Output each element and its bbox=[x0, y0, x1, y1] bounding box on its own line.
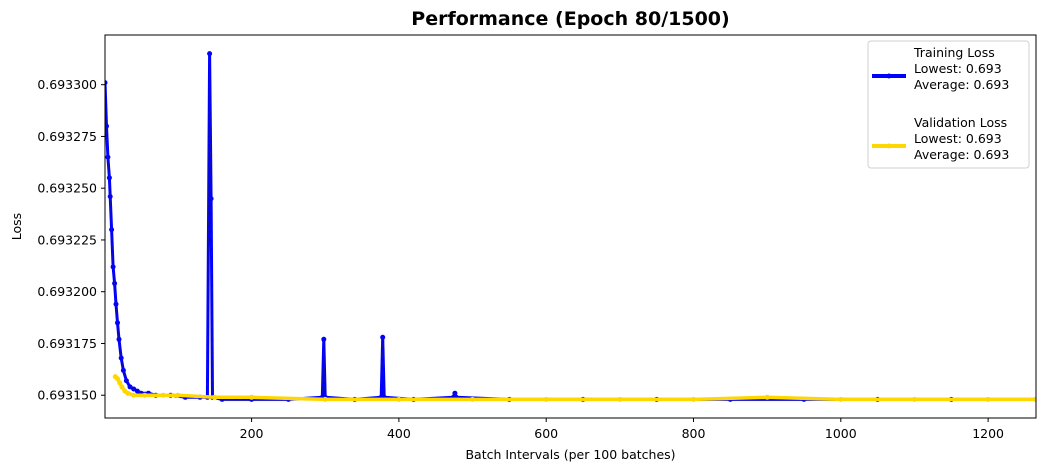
data-point bbox=[912, 396, 917, 402]
legend-marker bbox=[886, 73, 892, 79]
data-point bbox=[838, 396, 844, 402]
x-axis-label: Batch Intervals (per 100 batches) bbox=[465, 447, 675, 462]
chart-title: Performance (Epoch 80/1500) bbox=[411, 8, 729, 30]
x-tick-label: 200 bbox=[240, 426, 264, 441]
y-tick-label: 0.693300 bbox=[37, 77, 97, 92]
data-point bbox=[142, 392, 148, 398]
data-point bbox=[1033, 396, 1036, 402]
y-tick-label: 0.693150 bbox=[37, 388, 97, 403]
legend-text: Average: 0.693 bbox=[914, 147, 1009, 162]
data-point bbox=[617, 396, 623, 402]
legend-text: Average: 0.693 bbox=[914, 77, 1009, 92]
data-point bbox=[117, 380, 123, 386]
x-tick-label: 1200 bbox=[972, 426, 1004, 441]
series-validation-loss bbox=[112, 374, 1036, 402]
x-tick-label: 1000 bbox=[825, 426, 857, 441]
data-point bbox=[985, 396, 991, 402]
data-point bbox=[119, 384, 125, 390]
series-trace bbox=[105, 53, 1036, 400]
data-point bbox=[115, 376, 120, 382]
y-tick-label: 0.693200 bbox=[37, 284, 97, 299]
x-tick-label: 400 bbox=[387, 426, 411, 441]
data-point bbox=[105, 80, 108, 86]
data-point bbox=[212, 394, 218, 400]
legend-text: Training Loss bbox=[913, 45, 995, 60]
data-point bbox=[160, 392, 166, 398]
x-tick-label: 600 bbox=[534, 426, 558, 441]
data-point bbox=[470, 396, 475, 402]
data-point bbox=[131, 392, 137, 398]
x-axis: 200 400 600 800 1000 1200 bbox=[240, 418, 1004, 441]
data-point bbox=[322, 396, 328, 402]
data-point bbox=[175, 392, 181, 398]
data-point bbox=[396, 396, 402, 402]
data-point bbox=[125, 390, 131, 396]
legend-box bbox=[867, 40, 1030, 169]
y-axis: 0.693150 0.693175 0.693200 0.693225 0.693250… bbox=[37, 77, 105, 403]
data-point bbox=[249, 394, 255, 400]
data-point bbox=[321, 336, 327, 342]
y-tick-label: 0.693250 bbox=[37, 181, 97, 196]
legend-text: Lowest: 0.693 bbox=[914, 61, 1002, 76]
data-point bbox=[691, 396, 696, 402]
y-tick-label: 0.693225 bbox=[37, 232, 97, 247]
data-point bbox=[107, 194, 113, 199]
data-point bbox=[543, 396, 549, 402]
plot-frame bbox=[104, 34, 1037, 419]
series-layer bbox=[105, 51, 1036, 402]
data-point bbox=[115, 320, 120, 326]
y-tick-label: 0.693175 bbox=[37, 336, 97, 351]
legend-text: Validation Loss bbox=[914, 115, 1007, 130]
data-point bbox=[105, 123, 109, 129]
legend-marker bbox=[886, 143, 892, 149]
data-point bbox=[764, 394, 770, 400]
y-tick-label: 0.693275 bbox=[37, 129, 97, 144]
x-tick-label: 800 bbox=[682, 426, 706, 441]
y-axis-label: Loss bbox=[9, 213, 24, 240]
legend-text: Lowest: 0.693 bbox=[914, 131, 1002, 146]
